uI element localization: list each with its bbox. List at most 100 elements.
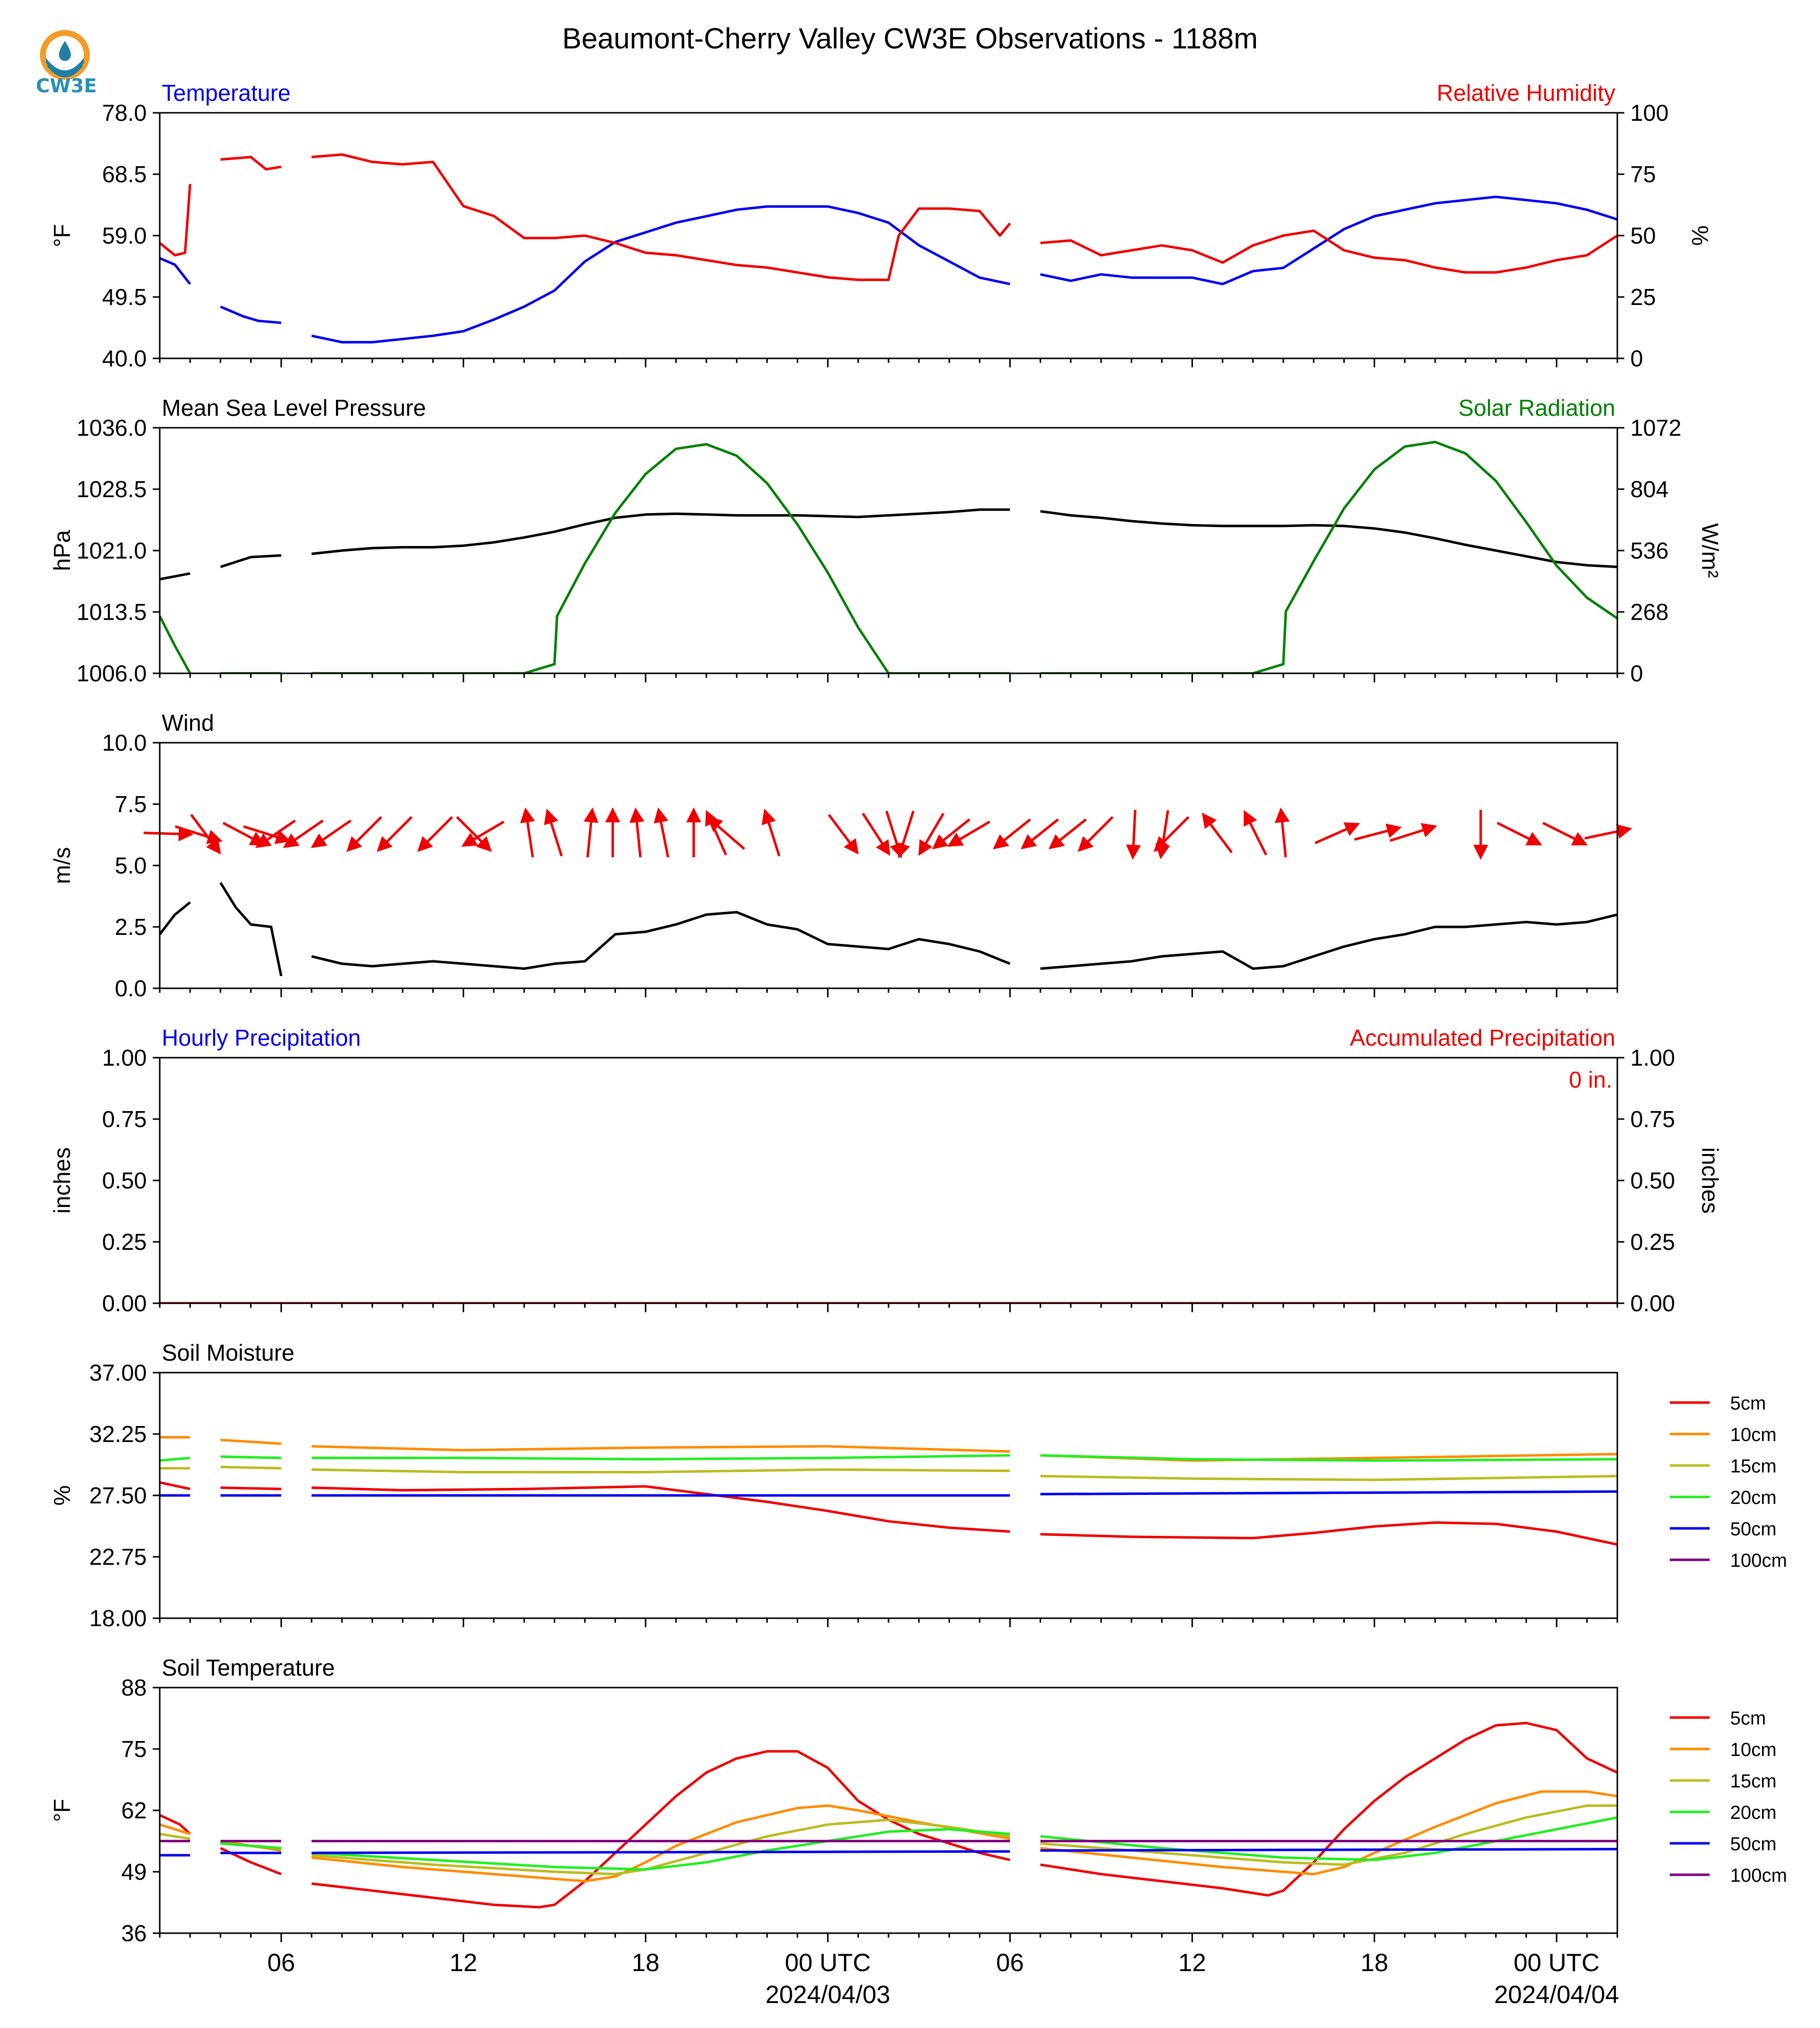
panel-0: 78.0 68.5 59.0 49.5 40.0 100 75 50 25 0 Temperatur… (49, 80, 1713, 371)
panel-5: 88 75 62 49 36 Soil Temperature °F 5cm 10cm 15cm 2… (49, 1655, 1787, 2009)
wind-arrow-44 (1497, 822, 1542, 846)
y-tick-label: 37.00 (89, 1360, 147, 1386)
series-line-20cm-2 (311, 1828, 1010, 1871)
legend-label: 100cm (1730, 1865, 1787, 1886)
panel-title-left: Wind (162, 710, 214, 736)
series-line-left-3 (1040, 195, 1617, 286)
wind-arrow-34 (1126, 810, 1141, 860)
legend-label: 20cm (1730, 1802, 1777, 1823)
wind-arrow-3 (222, 822, 266, 846)
logo-text: CW3E (35, 75, 97, 97)
y2-axis-label: W/m² (1697, 523, 1723, 578)
wind-arrow-32 (1048, 818, 1087, 850)
series-line-5cm-2 (311, 1485, 1010, 1533)
y-tick-label: 1028.5 (76, 476, 147, 502)
panel-frame (159, 112, 1618, 359)
y2-tick-label: 0.50 (1630, 1167, 1675, 1193)
series-line-right-0 (160, 615, 191, 673)
wind-arrow-40 (1314, 822, 1360, 845)
y2-tick-label: 50 (1630, 223, 1656, 249)
figure-title: Beaumont-Cherry Valley CW3E Observations… (562, 22, 1258, 55)
series-line-right-3 (1040, 229, 1617, 274)
y-tick-label: 5.0 (115, 853, 147, 878)
legend-label: 50cm (1730, 1519, 1777, 1540)
y2-tick-label: 1.00 (1630, 1045, 1675, 1071)
wind-arrow-25 (885, 811, 905, 859)
y2-tick-label: 100 (1630, 100, 1669, 126)
legend-label: 5cm (1730, 1708, 1766, 1729)
panel-title-right: Solar Radiation (1458, 395, 1615, 421)
y2-tick-label: 0.00 (1630, 1290, 1675, 1316)
legend-label: 10cm (1730, 1739, 1777, 1760)
y-tick-label: 27.50 (89, 1482, 147, 1508)
legend-label: 50cm (1730, 1834, 1777, 1855)
x-tick-label: 00 UTC (785, 1949, 871, 1977)
y-tick-label: 0.0 (115, 975, 147, 1001)
series-line-15cm-0 (160, 1832, 191, 1840)
y2-tick-label: 75 (1630, 161, 1656, 187)
panel-4: 37.00 32.25 27.50 22.75 18.00 Soil Moisture% 5… (49, 1340, 1787, 1631)
panel-title-left: Soil Moisture (162, 1340, 295, 1366)
x-date-label: 2024/04/04 (1494, 1981, 1619, 2009)
series-line-10cm-1 (220, 1439, 282, 1445)
series-line-left-1 (220, 305, 282, 324)
series-line-20cm-3 (1040, 1454, 1617, 1462)
series-line-10cm-2 (311, 1804, 1010, 1883)
y-axis-label: % (49, 1485, 75, 1506)
series-line-10cm-3 (1040, 1790, 1617, 1876)
x-tick-label: 06 (268, 1949, 296, 1977)
wind-arrow-33 (1077, 816, 1114, 852)
wind-arrow-45 (1542, 822, 1588, 846)
y-axis-label: hPa (49, 530, 75, 571)
wind-arrow-30 (992, 818, 1031, 850)
series-line-50cm-3 (1040, 1848, 1617, 1852)
x-tick-label: 12 (1179, 1949, 1207, 1977)
wind-arrow-27 (918, 813, 945, 856)
y-tick-label: 7.5 (115, 791, 147, 817)
y2-tick-label: 0 (1630, 345, 1643, 371)
legend-label: 5cm (1730, 1393, 1766, 1414)
wind-arrow-9 (376, 816, 413, 852)
wind-arrow-21 (707, 816, 745, 850)
x-tick-label: 06 (996, 1949, 1024, 1977)
panel-title-left: Soil Temperature (162, 1655, 335, 1681)
wind-arrow-31 (1020, 818, 1059, 850)
wind-arrow-36 (1153, 816, 1190, 852)
x-tick-label: 00 UTC (1514, 1949, 1599, 1977)
panel-title-left: Mean Sea Level Pressure (162, 395, 426, 421)
wind-arrow-26 (896, 811, 915, 859)
series-line-20cm-1 (220, 1842, 282, 1850)
y-tick-label: 88 (121, 1675, 147, 1701)
wind-arrow-10 (417, 816, 453, 852)
y-tick-label: 78.0 (102, 100, 147, 126)
wind-arrow-35 (1155, 810, 1171, 860)
wind-arrow-39 (1274, 807, 1290, 858)
y-tick-label: 1013.5 (76, 599, 147, 625)
y-axis-label: °F (49, 1799, 75, 1822)
y-tick-label: 75 (121, 1736, 147, 1762)
series-line-left-2 (311, 205, 1010, 344)
series-line-left-1 (220, 554, 282, 569)
series-line-left-2 (311, 911, 1011, 970)
wind-arrow-6 (283, 819, 324, 848)
series-line-20cm-0 (160, 1456, 191, 1462)
wind-arrow-38 (1243, 810, 1267, 856)
wind-arrow-29 (947, 821, 990, 847)
y2-tick-label: 25 (1630, 284, 1656, 310)
legend-label: 15cm (1730, 1771, 1777, 1792)
x-date-label: 2024/04/03 (765, 1981, 890, 2009)
series-line-50cm-3 (1040, 1490, 1617, 1495)
y-tick-label: 62 (121, 1797, 147, 1823)
y2-axis-label: inches (1697, 1148, 1723, 1214)
y2-tick-label: 0 (1630, 660, 1643, 686)
y-tick-label: 36 (121, 1920, 147, 1946)
y-axis-label: inches (49, 1148, 75, 1214)
wind-arrow-37 (1202, 813, 1233, 854)
wind-arrow-15 (584, 807, 599, 858)
series-line-left-2 (311, 508, 1010, 556)
wind-arrow-2 (190, 814, 221, 855)
panel-2: 10.0 7.5 5.0 2.5 0.0 Wind m/s (49, 710, 1632, 1001)
x-tick-label: 18 (1361, 1949, 1389, 1977)
series-line-15cm-3 (1040, 1474, 1617, 1481)
